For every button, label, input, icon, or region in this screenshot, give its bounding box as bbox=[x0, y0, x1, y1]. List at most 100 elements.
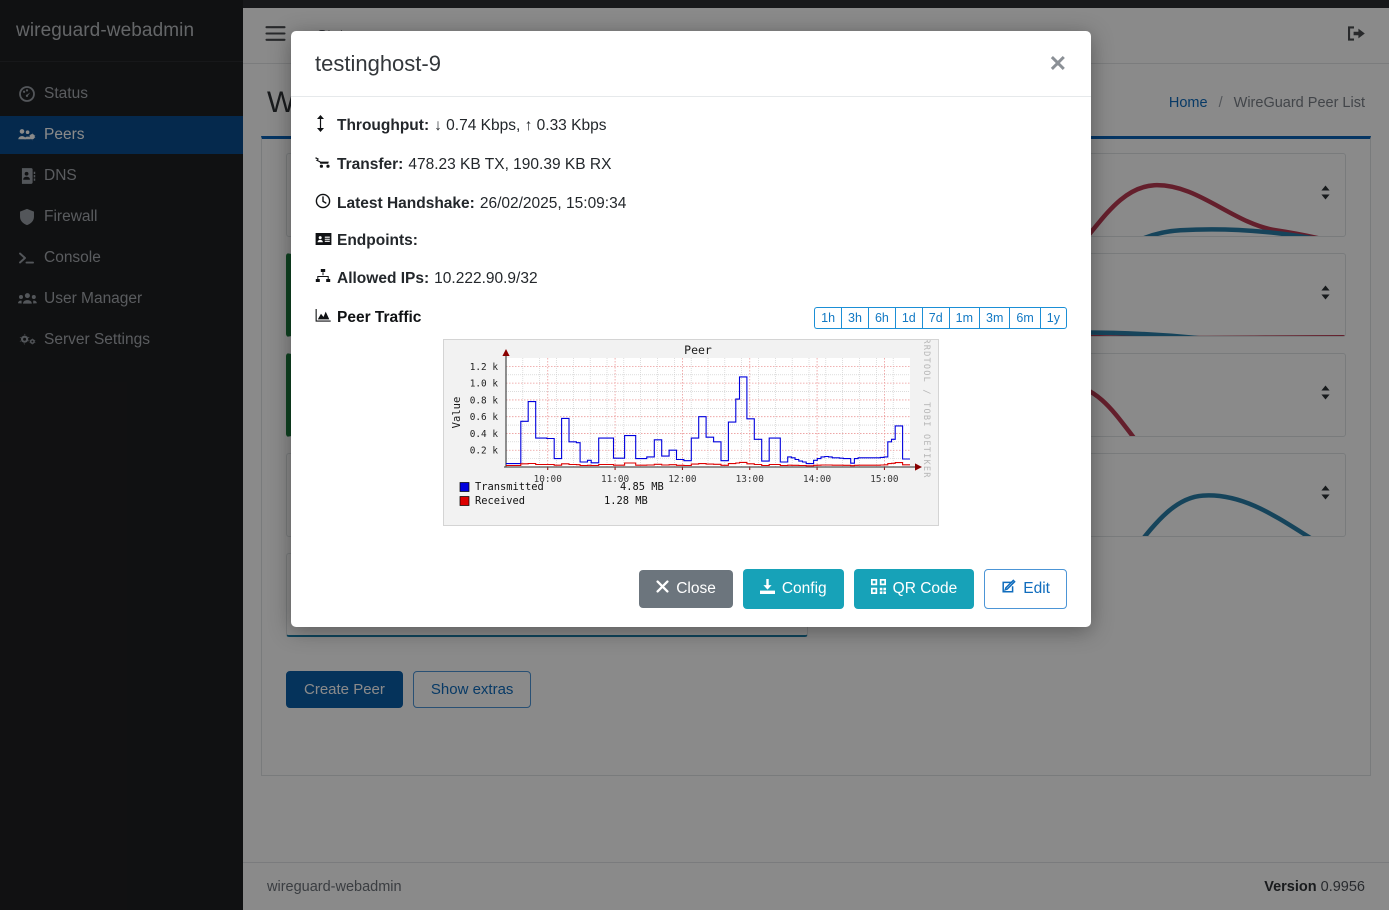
sidebar-item-label: User Manager bbox=[44, 290, 143, 307]
sitemap-icon bbox=[315, 268, 337, 290]
range-button-6h[interactable]: 6h bbox=[867, 306, 895, 329]
info-value: 10.222.90.9/32 bbox=[434, 269, 538, 287]
info-label: Throughput: bbox=[337, 117, 430, 134]
sidebar-item-dns[interactable]: DNS bbox=[0, 157, 243, 195]
range-button-6m[interactable]: 6m bbox=[1009, 306, 1040, 329]
peer-traffic-label-group: Peer Traffic bbox=[315, 308, 421, 327]
qr-code-button[interactable]: QR Code bbox=[853, 569, 975, 609]
modal-footer: Close Config QR Code Edit bbox=[291, 555, 1091, 627]
info-label: Endpoints: bbox=[337, 232, 418, 250]
info-row-allowed-ips: Allowed IPs: 10.222.90.9/32 bbox=[315, 268, 1067, 290]
svg-text:Value: Value bbox=[451, 397, 463, 429]
info-row-throughput: Throughput: ↓ 0.74 Kbps, ↑ 0.33 Kbps bbox=[315, 115, 1067, 138]
svg-text:1.2 k: 1.2 k bbox=[470, 362, 499, 373]
edit-icon bbox=[1001, 579, 1016, 599]
address-book-icon bbox=[18, 167, 44, 185]
close-icon[interactable]: ✕ bbox=[1048, 50, 1067, 76]
info-row-handshake: Latest Handshake: 26/02/2025, 15:09:34 bbox=[315, 193, 1067, 215]
svg-text:1.28 MB: 1.28 MB bbox=[604, 495, 648, 507]
range-button-1m[interactable]: 1m bbox=[948, 306, 980, 329]
info-value: 478.23 KB TX, 190.39 KB RX bbox=[408, 156, 612, 174]
sidebar-item-firewall[interactable]: Firewall bbox=[0, 198, 243, 236]
rrd-graph: 10:00 11:00 12:00 13:00 14:00 15:00 0.2 k 0.4 k… bbox=[444, 339, 938, 525]
peer-traffic-chart: 10:00 11:00 12:00 13:00 14:00 15:00 0.2 k 0.4 k… bbox=[443, 338, 939, 526]
chart-wrapper: 10:00 11:00 12:00 13:00 14:00 15:00 0.2 k 0.4 k… bbox=[315, 338, 1067, 526]
users-icon bbox=[18, 290, 44, 308]
info-row-transfer: Transfer: 478.23 KB TX, 190.39 KB RX bbox=[315, 155, 1067, 177]
config-button-label: Config bbox=[781, 580, 827, 597]
sidebar-item-label: Firewall bbox=[44, 208, 98, 225]
brand-label: wireguard-webadmin bbox=[16, 19, 195, 41]
edit-button-label: Edit bbox=[1023, 580, 1050, 597]
close-button[interactable]: Close bbox=[639, 570, 733, 608]
range-button-1h[interactable]: 1h bbox=[814, 306, 842, 329]
hamburger-icon[interactable] bbox=[265, 25, 287, 47]
x-icon bbox=[656, 580, 669, 598]
gears-icon bbox=[18, 331, 44, 349]
sidebar-item-label: Console bbox=[44, 249, 101, 266]
logout-icon[interactable] bbox=[1346, 24, 1367, 48]
show-extras-button[interactable]: Show extras bbox=[412, 671, 532, 708]
sidebar-item-console[interactable]: Console bbox=[0, 239, 243, 277]
footer-version: Version 0.9956 bbox=[1264, 879, 1365, 895]
range-button-7d[interactable]: 7d bbox=[921, 306, 949, 329]
breadcrumb-current: WireGuard Peer List bbox=[1233, 95, 1365, 111]
svg-text:0.4 k: 0.4 k bbox=[470, 429, 499, 440]
edit-button[interactable]: Edit bbox=[984, 569, 1067, 609]
time-range-group: 1h 3h 6h 1d 7d 1m 3m 6m 1y bbox=[814, 306, 1067, 329]
chart-area-icon bbox=[315, 308, 337, 327]
svg-text:RRDTOOL / TOBI OETIKER: RRDTOOL / TOBI OETIKER bbox=[921, 340, 931, 479]
footer-version-label: Version bbox=[1264, 878, 1317, 895]
peer-traffic-label: Peer Traffic bbox=[337, 308, 422, 326]
sidebar-item-status[interactable]: Status bbox=[0, 75, 243, 113]
sidebar-item-peers[interactable]: Peers bbox=[0, 116, 243, 154]
svg-text:Transmitted: Transmitted bbox=[475, 481, 544, 493]
svg-text:4.85 MB: 4.85 MB bbox=[620, 481, 664, 493]
peers-icon bbox=[18, 126, 44, 144]
svg-text:15:00: 15:00 bbox=[870, 474, 899, 485]
svg-text:11:00: 11:00 bbox=[601, 474, 630, 485]
peer-traffic-header: Peer Traffic 1h 3h 6h 1d 7d 1m 3m 6m 1y bbox=[315, 306, 1067, 329]
svg-text:0.2 k: 0.2 k bbox=[470, 446, 499, 457]
breadcrumb-home[interactable]: Home bbox=[1168, 95, 1208, 111]
sidebar-item-label: Peers bbox=[44, 126, 85, 143]
breadcrumb: Home / WireGuard Peer List bbox=[1169, 95, 1365, 111]
info-label: Allowed IPs: bbox=[337, 269, 430, 287]
svg-text:10:00: 10:00 bbox=[534, 474, 563, 485]
sidebar-brand: wireguard-webadmin bbox=[0, 0, 243, 62]
throughput-icon bbox=[315, 115, 337, 138]
top-strip bbox=[0, 0, 1389, 8]
clock-icon bbox=[315, 193, 337, 215]
sidebar-item-server-settings[interactable]: Server Settings bbox=[0, 321, 243, 359]
download-icon bbox=[759, 579, 775, 599]
id-card-icon bbox=[315, 232, 337, 252]
sidebar-item-user-manager[interactable]: User Manager bbox=[0, 280, 243, 318]
footer-left-label: wireguard-webadmin bbox=[267, 878, 402, 895]
range-button-1d[interactable]: 1d bbox=[894, 306, 922, 329]
range-button-3h[interactable]: 3h bbox=[841, 306, 868, 329]
transfer-icon bbox=[315, 155, 337, 177]
sidebar-item-label: DNS bbox=[44, 167, 77, 184]
info-row-endpoints: Endpoints: bbox=[315, 232, 1067, 252]
svg-text:0.8 k: 0.8 k bbox=[470, 395, 499, 406]
create-peer-button[interactable]: Create Peer bbox=[286, 671, 403, 708]
peer-detail-modal: testinghost-9 ✕ Throughput: ↓ 0.74 Kbps,… bbox=[291, 31, 1091, 627]
sidebar-item-label: Server Settings bbox=[44, 331, 150, 348]
qr-code-button-label: QR Code bbox=[892, 580, 958, 597]
info-label: Latest Handshake: bbox=[337, 194, 475, 212]
svg-text:Peer: Peer bbox=[684, 343, 712, 357]
sort-icon[interactable] bbox=[1320, 185, 1331, 206]
terminal-icon bbox=[18, 249, 44, 267]
sort-icon[interactable] bbox=[1320, 285, 1331, 306]
close-button-label: Close bbox=[676, 580, 716, 597]
range-button-3m[interactable]: 3m bbox=[979, 306, 1010, 329]
sort-icon[interactable] bbox=[1320, 485, 1331, 506]
svg-text:Received: Received bbox=[475, 495, 525, 507]
config-button[interactable]: Config bbox=[742, 569, 844, 609]
info-value: ↓ 0.74 Kbps, ↑ 0.33 Kbps bbox=[434, 117, 607, 134]
sidebar: wireguard-webadmin Status bbox=[0, 0, 243, 910]
range-button-1y[interactable]: 1y bbox=[1039, 306, 1067, 329]
sort-icon[interactable] bbox=[1320, 385, 1331, 406]
modal-header: testinghost-9 ✕ bbox=[291, 31, 1091, 97]
